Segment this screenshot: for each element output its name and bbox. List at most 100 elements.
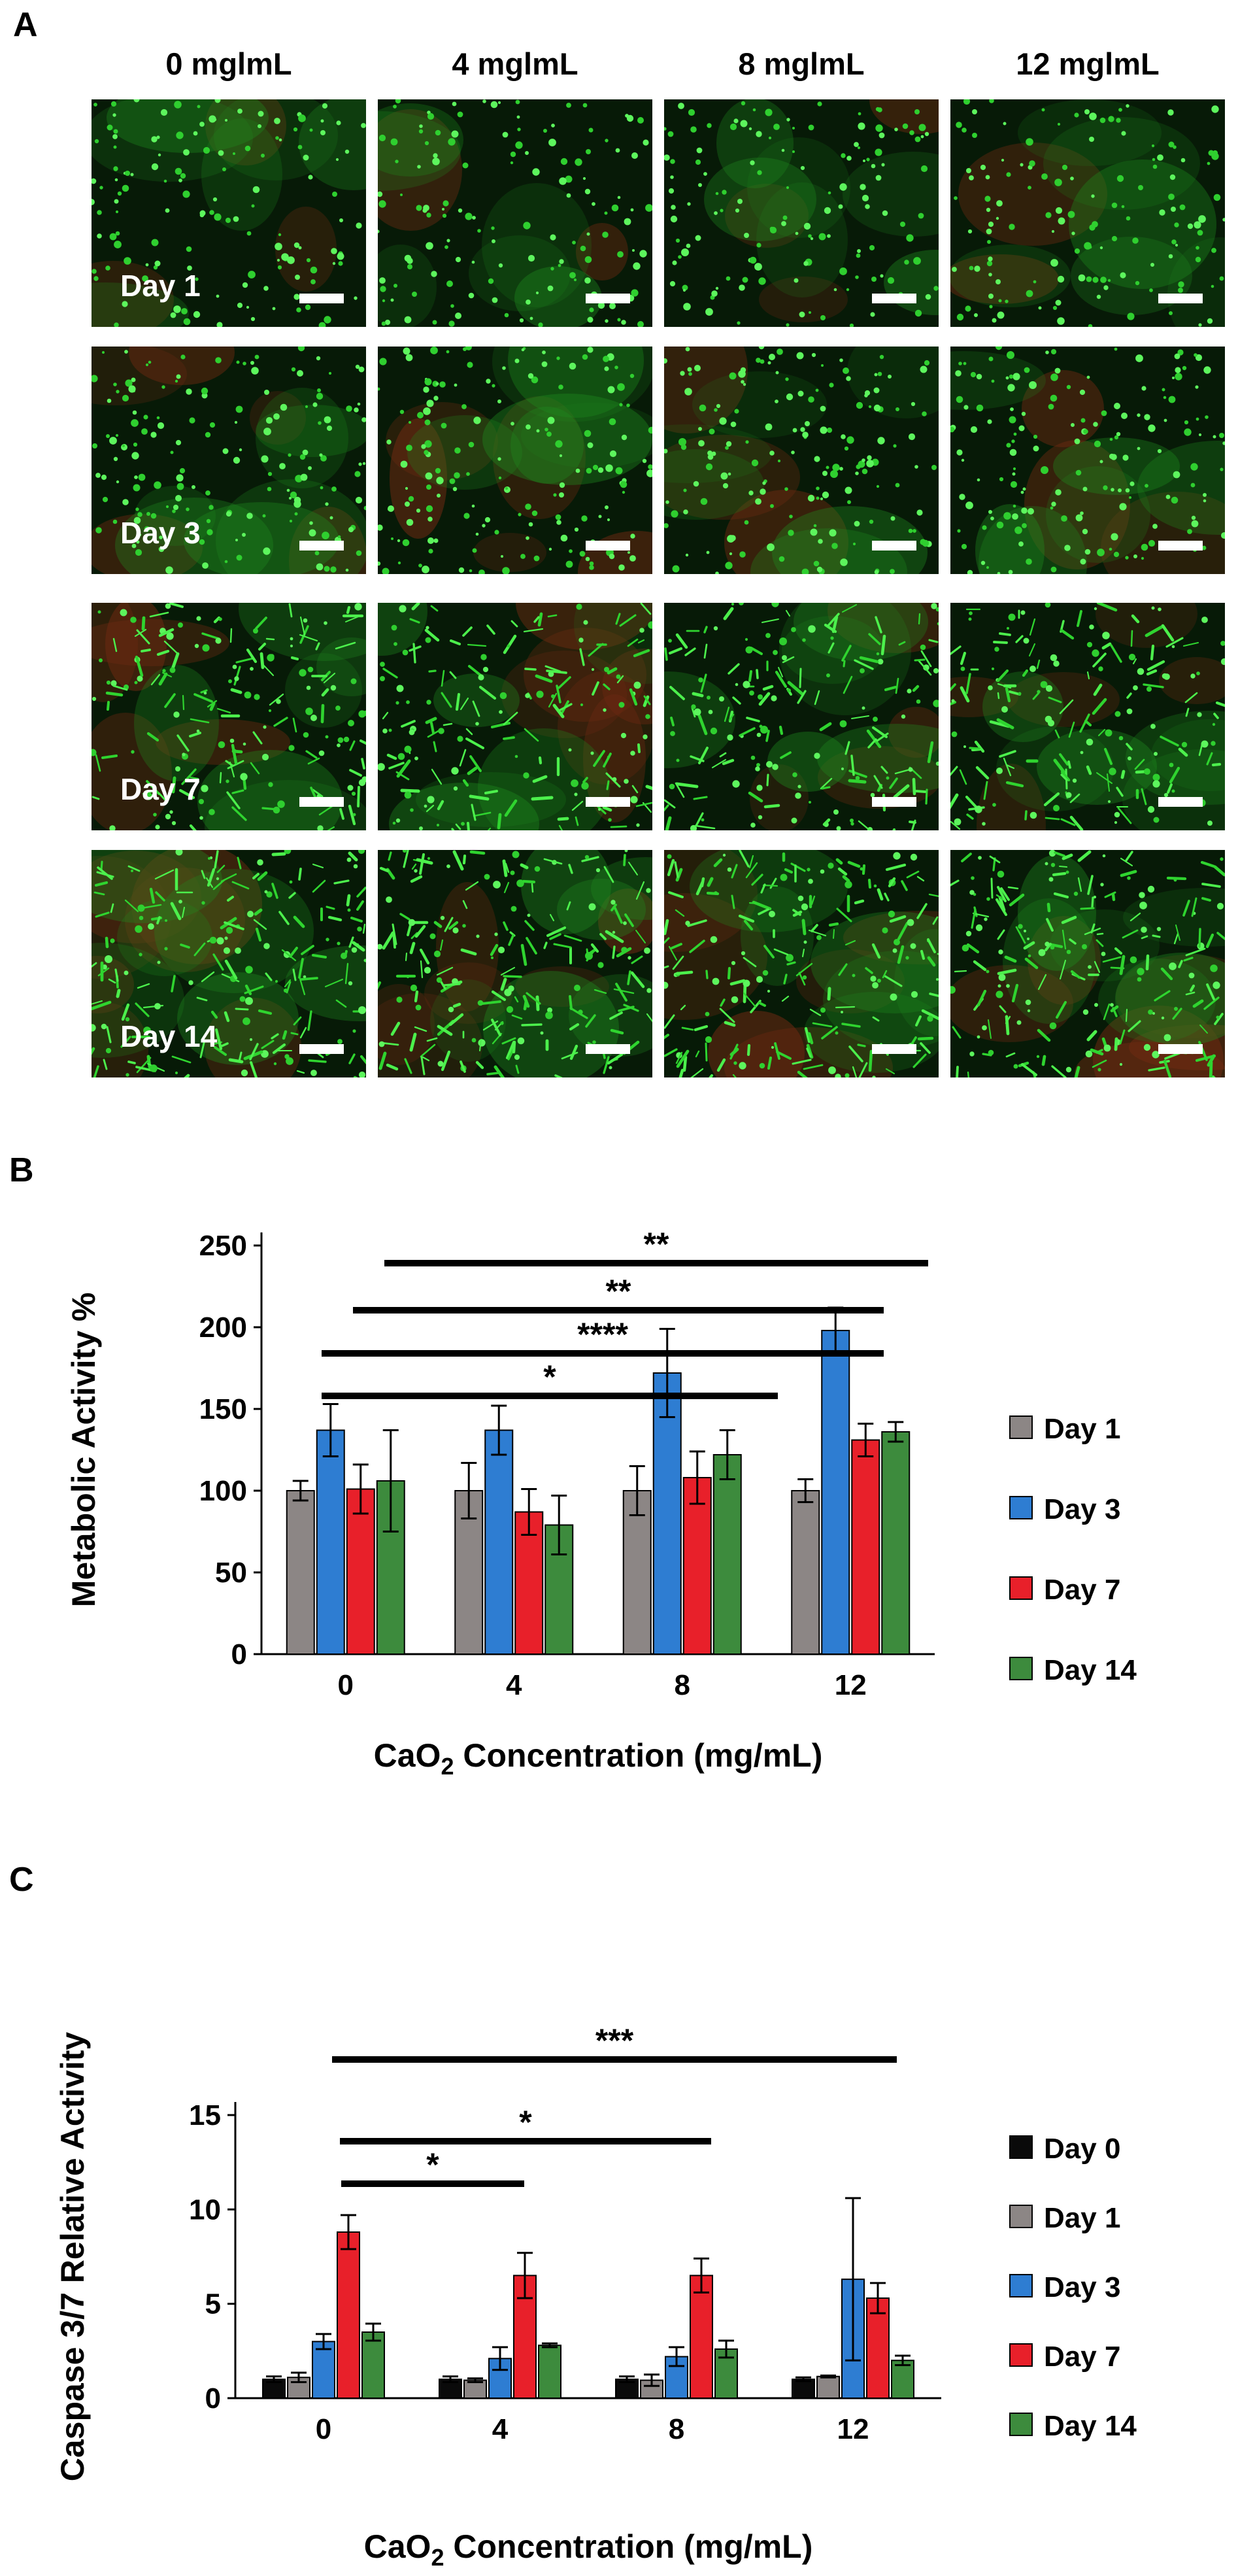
x-tick-label: 0 bbox=[316, 2413, 331, 2445]
y-tick-label: 50 bbox=[215, 1557, 247, 1589]
fluorescence-image bbox=[92, 347, 366, 574]
legend-swatch bbox=[1009, 2135, 1033, 2159]
day-label: Day 14 bbox=[120, 1019, 218, 1053]
legend-label: Day 7 bbox=[1044, 1574, 1120, 1606]
bar bbox=[891, 2360, 914, 2399]
micrograph-tile bbox=[378, 99, 652, 327]
x-tick-label: 12 bbox=[837, 2413, 869, 2445]
scale-bar bbox=[299, 541, 344, 551]
column-header: 8 mglmL bbox=[738, 46, 865, 81]
x-tick-label: 0 bbox=[338, 1669, 354, 1701]
bar bbox=[816, 2375, 840, 2399]
fluorescence-image bbox=[92, 99, 366, 327]
bar bbox=[682, 1477, 712, 1655]
x-tick-label: 4 bbox=[506, 1669, 522, 1701]
day-label: Day 1 bbox=[120, 269, 201, 303]
legend-swatch bbox=[1009, 1415, 1033, 1439]
bar bbox=[665, 2356, 688, 2399]
legend-label: Day 1 bbox=[1044, 2202, 1120, 2234]
y-tick-label: 100 bbox=[199, 1475, 247, 1507]
scale-bar bbox=[586, 541, 630, 551]
significance-label: ** bbox=[606, 1273, 631, 1310]
micrograph-tile bbox=[664, 347, 939, 574]
significance-label: **** bbox=[577, 1316, 628, 1353]
bar bbox=[346, 1488, 375, 1655]
bar bbox=[851, 1439, 880, 1655]
bar bbox=[866, 2297, 890, 2399]
panel-a-letter: A bbox=[13, 6, 38, 44]
legend-label: Day 3 bbox=[1044, 2271, 1120, 2303]
scale-bar bbox=[1158, 797, 1203, 807]
fluorescence-image bbox=[378, 99, 652, 327]
bar bbox=[337, 2231, 360, 2399]
micrograph-tile bbox=[664, 99, 939, 327]
significance-label: * bbox=[426, 2146, 439, 2183]
bar bbox=[881, 1431, 911, 1655]
fluorescence-image bbox=[664, 603, 939, 830]
micrograph-tile: Day 3 bbox=[92, 347, 366, 574]
y-axis-label: Metabolic Activity % bbox=[65, 1293, 102, 1608]
bar bbox=[791, 1490, 820, 1655]
micrograph-tile: Day 14 bbox=[92, 850, 366, 1077]
x-tick-label: 8 bbox=[669, 2413, 684, 2445]
column-header: 0 mglmL bbox=[165, 46, 292, 81]
column-header: 4 mglmL bbox=[452, 46, 578, 81]
panel-c-letter: C bbox=[9, 1861, 34, 1899]
x-tick-label: 12 bbox=[835, 1669, 867, 1701]
micrograph-tile bbox=[378, 850, 652, 1077]
bar bbox=[712, 1454, 742, 1655]
legend-label: Day 14 bbox=[1044, 1654, 1137, 1686]
x-axis-label: CaO2 Concentration (mg/mL) bbox=[364, 2528, 813, 2571]
day-label: Day 7 bbox=[120, 772, 201, 806]
scale-bar bbox=[299, 294, 344, 303]
legend-swatch bbox=[1009, 2413, 1033, 2436]
bar bbox=[361, 2331, 385, 2399]
legend-label: Day 3 bbox=[1044, 1493, 1120, 1525]
fluorescence-image bbox=[92, 850, 366, 1077]
column-header: 12 mglmL bbox=[1016, 46, 1160, 81]
scale-bar bbox=[1158, 1044, 1203, 1054]
y-tick-label: 200 bbox=[199, 1312, 247, 1344]
fluorescence-image bbox=[664, 347, 939, 574]
bar bbox=[792, 2379, 815, 2399]
scale-bar bbox=[1158, 294, 1203, 303]
scale-bar bbox=[299, 1044, 344, 1054]
x-tick-label: 8 bbox=[675, 1669, 690, 1701]
bar bbox=[538, 2345, 561, 2399]
legend-swatch bbox=[1009, 2205, 1033, 2228]
bar bbox=[286, 1490, 315, 1655]
y-tick-label: 0 bbox=[231, 1638, 247, 1670]
fluorescence-image bbox=[92, 603, 366, 830]
scale-bar bbox=[586, 294, 630, 303]
y-axis-label: Caspase 3/7 Relative Activity bbox=[54, 2032, 91, 2482]
significance-label: *** bbox=[595, 2022, 634, 2059]
x-tick-label: 4 bbox=[492, 2413, 509, 2445]
micrograph-tile bbox=[378, 347, 652, 574]
scale-bar bbox=[872, 1044, 916, 1054]
fluorescence-image bbox=[950, 850, 1225, 1077]
y-tick-label: 10 bbox=[189, 2194, 221, 2226]
x-axis-label: CaO2 Concentration (mg/mL) bbox=[374, 1737, 823, 1780]
fluorescence-image bbox=[664, 99, 939, 327]
fluorescence-image bbox=[950, 603, 1225, 830]
y-tick-label: 5 bbox=[205, 2288, 221, 2320]
bar bbox=[484, 1429, 514, 1655]
scale-bar bbox=[586, 797, 630, 807]
legend-swatch bbox=[1009, 1657, 1033, 1680]
legend-swatch bbox=[1009, 1576, 1033, 1600]
y-tick-label: 15 bbox=[189, 2099, 221, 2131]
fluorescence-image bbox=[664, 850, 939, 1077]
significance-label: * bbox=[543, 1359, 556, 1395]
fluorescence-image bbox=[950, 347, 1225, 574]
bar bbox=[316, 1429, 345, 1655]
micrograph-tile: Day 1 bbox=[92, 99, 366, 327]
significance-label: ** bbox=[644, 1226, 669, 1263]
panel-b-letter: B bbox=[9, 1151, 34, 1189]
micrograph-tile bbox=[950, 347, 1225, 574]
legend-label: Day 1 bbox=[1044, 1413, 1120, 1445]
y-tick-label: 250 bbox=[199, 1230, 247, 1262]
day-label: Day 3 bbox=[120, 516, 201, 550]
bar bbox=[821, 1330, 850, 1655]
micrograph-tile bbox=[664, 603, 939, 830]
micrograph-tile bbox=[950, 603, 1225, 830]
